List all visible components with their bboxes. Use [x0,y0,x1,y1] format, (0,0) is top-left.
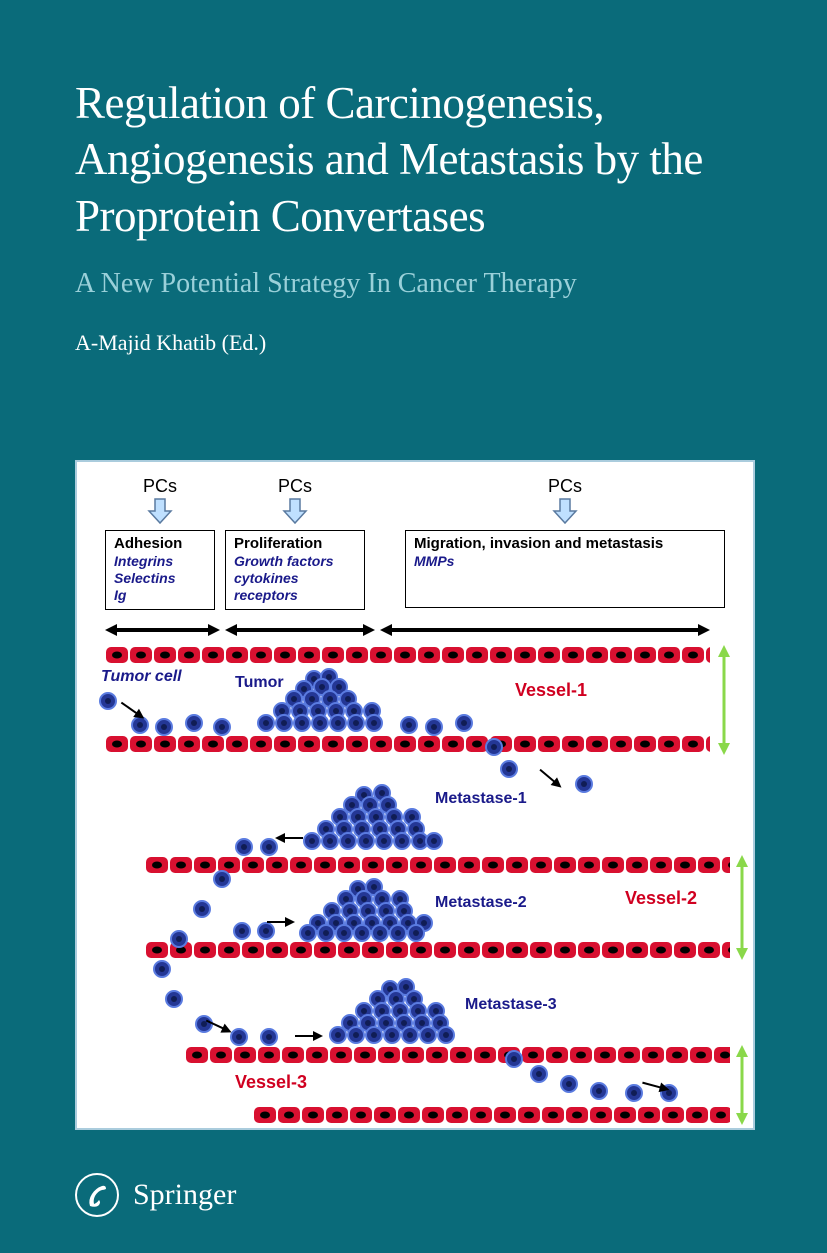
tumor-single-cell [530,1065,548,1083]
down-arrow-icon [280,497,310,525]
tumor-single-cell [213,870,231,888]
category-items: Growth factors cytokines receptors [234,553,356,603]
springer-logo-icon [75,1173,119,1217]
metastase-3-label: Metastase-3 [465,996,557,1014]
category-box-adhesion: Adhesion Integrins Selectins Ig [105,530,215,610]
flow-arrow-icon [275,830,305,846]
vessel-2-label: Vessel-2 [625,888,697,909]
publisher-block: Springer [75,1173,236,1217]
tumor-single-cell [213,718,231,736]
down-arrow-icon [145,497,175,525]
vessel-3-bottom [253,1105,730,1125]
vertical-green-arrow-icon [733,1045,751,1125]
tumor-single-cell [500,760,518,778]
vessel-1-bottom [105,734,710,754]
pcs-col-migration: PCs Migration, invasion and metastasis M… [405,476,725,610]
pcs-label: PCs [405,476,725,497]
flow-arrow-icon [533,762,566,794]
vessel-1-top [105,645,710,665]
flow-arrow-icon [293,1028,323,1044]
tumor-single-cell [233,922,251,940]
tumor-single-cell [400,716,418,734]
tumor-single-cell [230,1028,248,1046]
vertical-green-arrow-icon [715,645,733,755]
diagram-panel: PCs Adhesion Integrins Selectins Ig PCs … [75,460,755,1130]
pcs-label: PCs [225,476,365,497]
tumor-single-cell [235,838,253,856]
tumor-single-cell [455,714,473,732]
tumor-single-cell [185,714,203,732]
metastase-3-mass [325,978,465,1046]
down-arrow-icon [550,497,580,525]
tumor-single-cell [575,775,593,793]
tumor-single-cell [260,1028,278,1046]
category-box-migration: Migration, invasion and metastasis MMPs [405,530,725,608]
tumor-single-cell [505,1050,523,1068]
pcs-col-proliferation: PCs Proliferation Growth factors cytokin… [225,476,365,610]
tumor-single-cell [165,990,183,1008]
tumor-mass [245,668,395,734]
vessel-2-top [145,855,730,875]
vessel-1-label: Vessel-1 [515,680,587,701]
pcs-header-row: PCs Adhesion Integrins Selectins Ig PCs … [105,476,725,610]
book-subtitle: A New Potential Strategy In Cancer Thera… [0,244,827,300]
book-title: Regulation of Carcinogenesis, Angiogenes… [0,0,827,244]
pcs-label: PCs [105,476,215,497]
metastase-2-mass [295,878,435,942]
publisher-name: Springer [133,1178,236,1212]
category-items: Integrins Selectins Ig [114,553,206,603]
tumor-single-cell [425,718,443,736]
book-editor: A-Majid Khatib (Ed.) [0,300,827,356]
category-box-proliferation: Proliferation Growth factors cytokines r… [225,530,365,610]
flow-arrow-icon [265,914,295,930]
category-title: Migration, invasion and metastasis [414,535,716,553]
vessel-2-bottom [145,940,730,960]
tumor-single-cell [485,738,503,756]
category-title: Proliferation [234,535,356,553]
tumor-single-cell [170,930,188,948]
vertical-green-arrow-icon [733,855,751,960]
flow-arrow-icon [638,1074,671,1097]
tumor-single-cell [560,1075,578,1093]
tumor-single-cell [590,1082,608,1100]
span-arrow-proliferation [225,622,375,638]
tumor-single-cell [155,718,173,736]
vessel-3-label: Vessel-3 [235,1072,307,1093]
vessel-3-top [185,1045,730,1065]
category-title: Adhesion [114,535,206,553]
tumor-single-cell [193,900,211,918]
span-arrow-migration [380,622,710,638]
tumor-cell-label: Tumor cell [101,668,182,686]
flow-arrow-icon [201,1012,235,1039]
pcs-col-adhesion: PCs Adhesion Integrins Selectins Ig [105,476,215,610]
metastase-1-mass [295,782,445,856]
category-items: MMPs [414,553,716,570]
metastase-2-label: Metastase-2 [435,894,527,912]
metastase-1-label: Metastase-1 [435,790,527,808]
span-arrow-adhesion [105,622,220,638]
tumor-single-cell [153,960,171,978]
